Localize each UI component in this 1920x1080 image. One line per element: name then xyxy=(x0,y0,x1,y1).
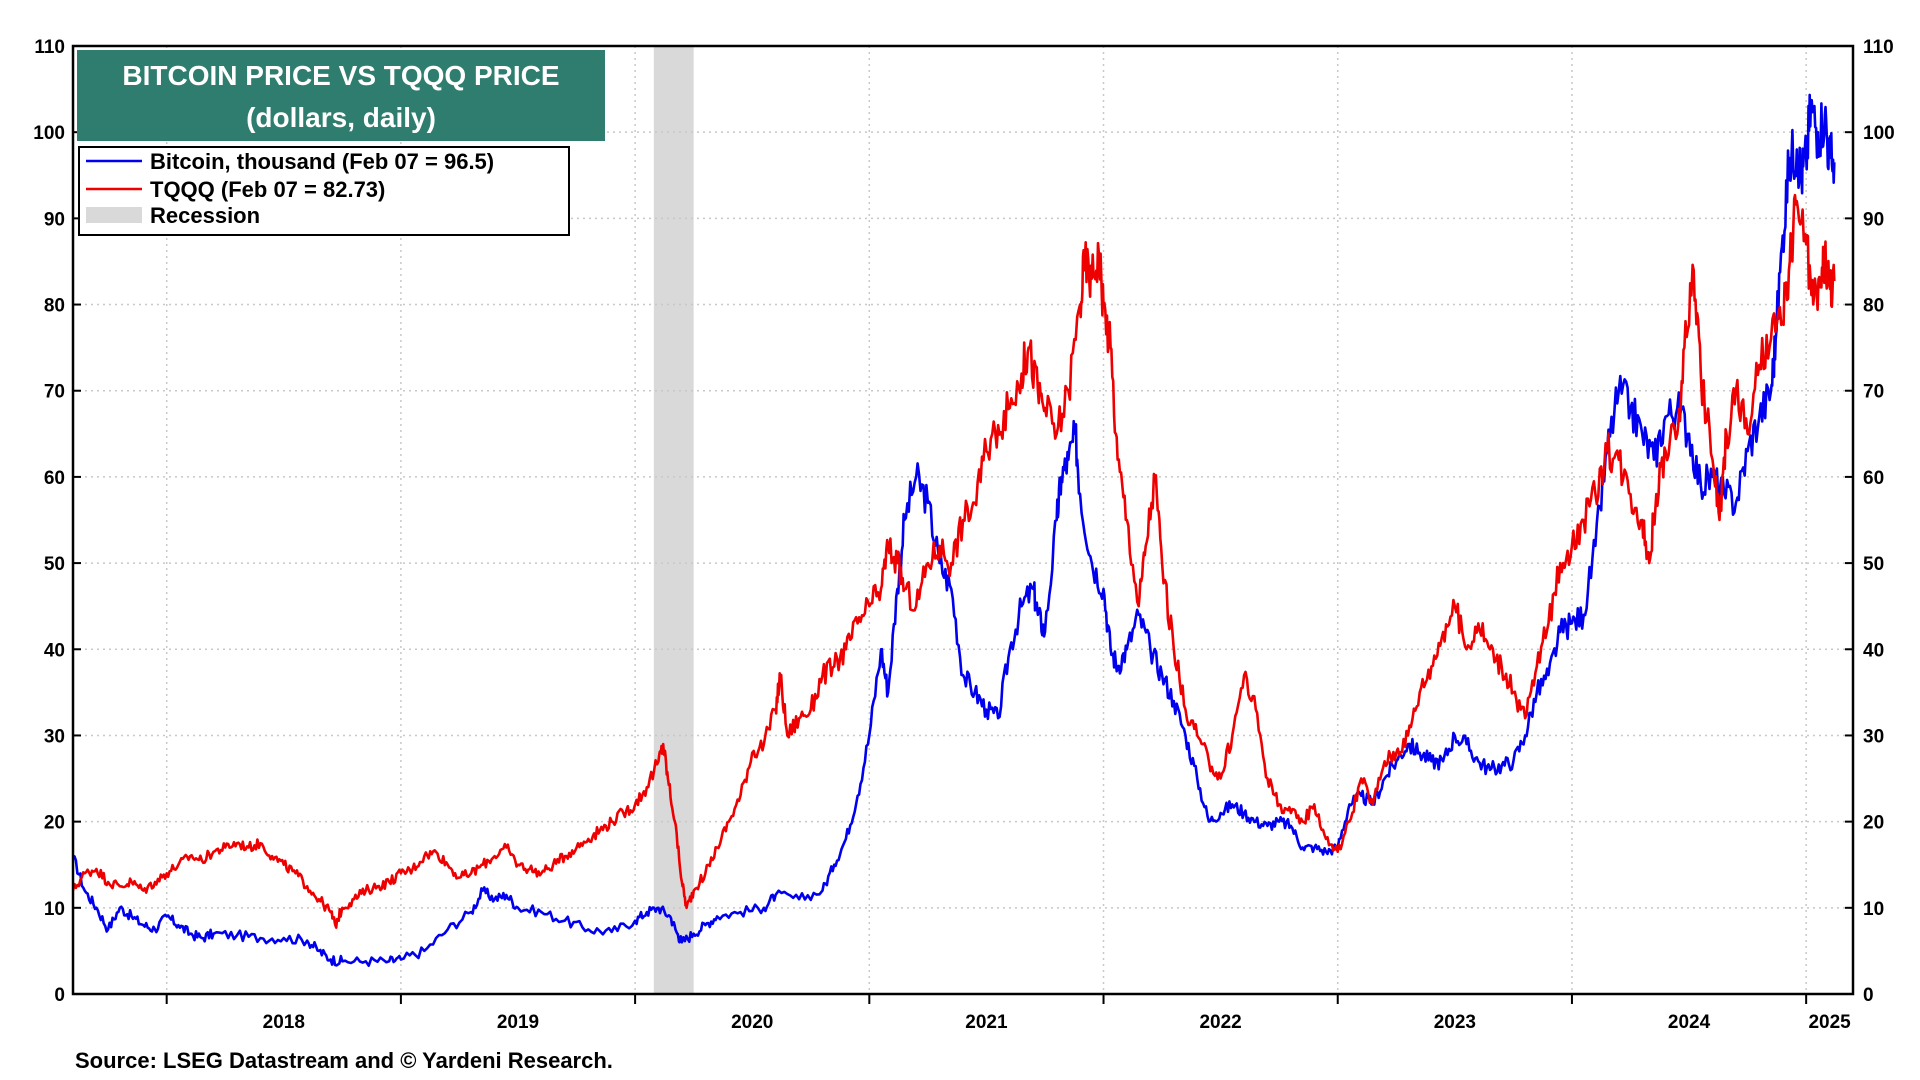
recession-band xyxy=(653,46,694,994)
y-tick-label-right: 100 xyxy=(1863,123,1895,144)
y-tick-label-right: 20 xyxy=(1863,813,1884,834)
x-tick-label: 2019 xyxy=(497,1012,539,1033)
y-tick-label-left: 50 xyxy=(44,554,65,575)
x-tick-label: 2020 xyxy=(731,1012,773,1033)
legend-box xyxy=(78,146,570,236)
x-tick-label: 2024 xyxy=(1668,1012,1711,1033)
chart-title: BITCOIN PRICE VS TQQQ PRICE xyxy=(122,60,559,91)
x-tick-label: 2021 xyxy=(965,1012,1008,1033)
y-tick-label-right: 90 xyxy=(1863,209,1884,230)
title-box: BITCOIN PRICE VS TQQQ PRICE (dollars, da… xyxy=(77,50,605,141)
bitcoin-series-line xyxy=(73,93,1836,967)
y-tick-label-right: 40 xyxy=(1863,640,1884,661)
y-tick-label-left: 100 xyxy=(33,123,65,144)
y-tick-label-left: 60 xyxy=(44,468,65,489)
tqqq-series-line xyxy=(73,193,1836,929)
y-tick-label-right: 0 xyxy=(1863,985,1874,1006)
y-tick-label-left: 0 xyxy=(54,985,65,1006)
title-background xyxy=(77,50,605,141)
legend: Bitcoin, thousand (Feb 07 = 96.5) TQQQ (… xyxy=(78,146,570,236)
y-tick-label-right: 50 xyxy=(1863,554,1884,575)
recession-layer xyxy=(653,46,694,994)
x-tick-label: 2023 xyxy=(1434,1012,1476,1033)
series-layer xyxy=(73,93,1836,967)
y-tick-label-right: 10 xyxy=(1863,899,1884,920)
source-note: Source: LSEG Datastream and © Yardeni Re… xyxy=(75,1048,613,1073)
y-tick-label-left: 90 xyxy=(44,209,65,230)
y-tick-label-left: 10 xyxy=(44,899,65,920)
y-tick-label-right: 30 xyxy=(1863,726,1884,747)
y-tick-label-right: 80 xyxy=(1863,296,1884,317)
chart-subtitle: (dollars, daily) xyxy=(246,102,436,133)
y-tick-label-right: 110 xyxy=(1863,37,1894,58)
y-tick-label-left: 20 xyxy=(44,813,65,834)
x-tick-label: 2022 xyxy=(1199,1012,1241,1033)
y-tick-label-right: 60 xyxy=(1863,468,1884,489)
legend-label-bitcoin: Bitcoin, thousand (Feb 07 = 96.5) xyxy=(150,149,494,174)
x-tick-label: 2018 xyxy=(263,1012,305,1033)
y-tick-label-left: 40 xyxy=(44,640,65,661)
x-tick-label: 2025 xyxy=(1808,1012,1851,1033)
y-tick-label-left: 80 xyxy=(44,296,65,317)
y-tick-label-left: 30 xyxy=(44,726,65,747)
y-tick-label-right: 70 xyxy=(1863,382,1884,403)
y-tick-label-left: 110 xyxy=(34,37,65,58)
legend-swatch-recession xyxy=(86,207,142,223)
legend-label-recession: Recession xyxy=(150,203,260,228)
plot-frame xyxy=(71,44,1855,996)
y-tick-label-left: 70 xyxy=(44,382,65,403)
legend-label-tqqq: TQQQ (Feb 07 = 82.73) xyxy=(150,177,385,202)
